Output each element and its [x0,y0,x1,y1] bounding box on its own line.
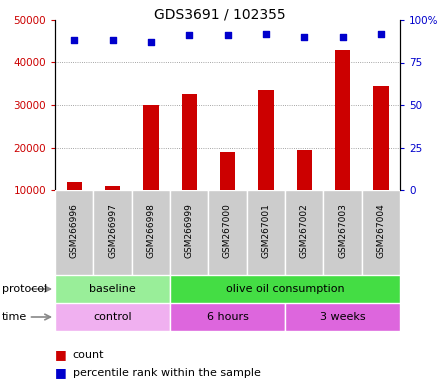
Point [147,39,154,45]
Point [224,32,231,38]
Text: GSM266998: GSM266998 [147,204,155,258]
Text: 3 weeks: 3 weeks [320,312,365,322]
Point [301,34,308,40]
Text: GSM267004: GSM267004 [376,204,385,258]
Bar [247,190,285,275]
Bar [143,105,158,190]
Text: protocol: protocol [2,284,48,294]
Bar [323,190,362,275]
Text: GSM267003: GSM267003 [338,204,347,258]
Bar [285,190,323,275]
Bar [362,190,400,275]
Text: GSM266997: GSM266997 [108,204,117,258]
Bar [170,190,208,275]
Text: count: count [73,350,104,360]
Bar [373,86,389,190]
Point [339,34,346,40]
Bar [55,303,170,331]
Text: control: control [93,312,132,322]
Text: baseline: baseline [89,284,136,294]
Text: ■: ■ [55,349,67,361]
Text: GSM267000: GSM267000 [223,204,232,258]
Bar [220,152,235,190]
Point [262,30,269,36]
Point [378,30,385,36]
Bar [105,186,120,190]
Bar [93,190,132,275]
Bar [297,150,312,190]
Text: GDS3691 / 102355: GDS3691 / 102355 [154,8,286,22]
Text: 6 hours: 6 hours [206,312,249,322]
Point [71,37,78,43]
Bar [132,190,170,275]
Bar [170,303,285,331]
Point [186,32,193,38]
Bar [208,190,247,275]
Bar [285,303,400,331]
Text: olive oil consumption: olive oil consumption [226,284,345,294]
Point [109,37,116,43]
Bar [335,50,350,190]
Text: GSM267002: GSM267002 [300,204,309,258]
Bar [258,90,274,190]
Text: percentile rank within the sample: percentile rank within the sample [73,368,260,378]
Bar [55,190,93,275]
Text: GSM266996: GSM266996 [70,204,79,258]
Text: GSM266999: GSM266999 [185,204,194,258]
Text: ■: ■ [55,366,67,379]
Bar [66,182,82,190]
Text: GSM267001: GSM267001 [261,204,270,258]
Bar [170,275,400,303]
Text: time: time [2,312,27,322]
Bar [182,94,197,190]
Bar [55,275,170,303]
